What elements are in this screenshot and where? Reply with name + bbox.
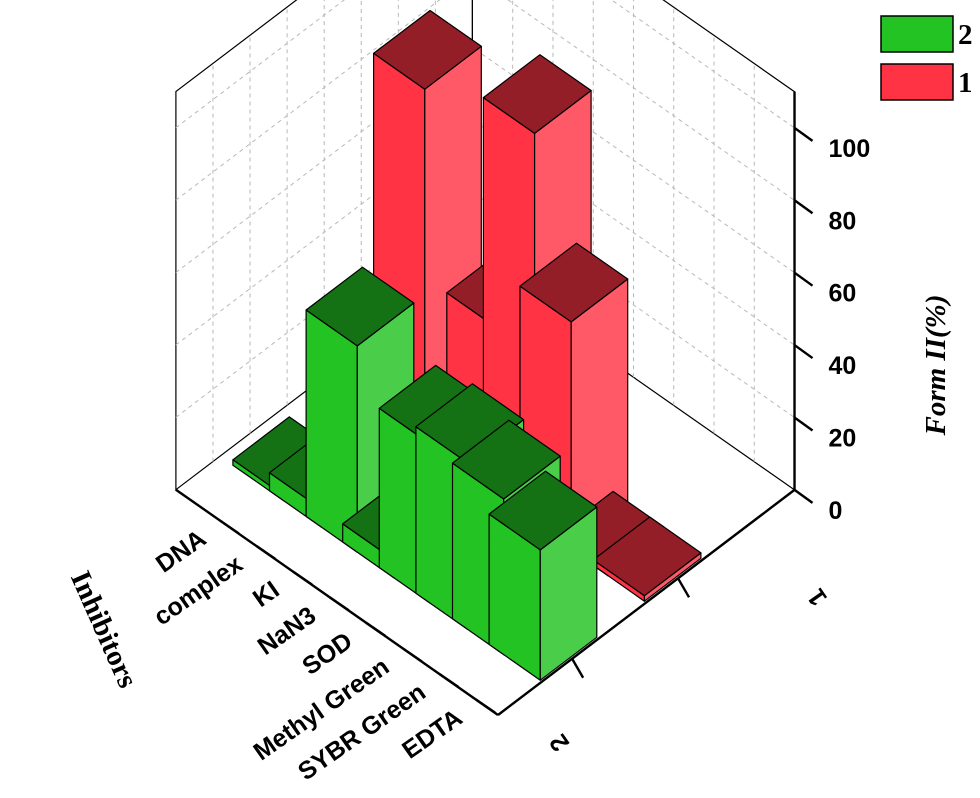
category-tick — [292, 570, 313, 586]
category-tick — [219, 519, 240, 535]
bar-face-top — [482, 54, 592, 134]
z-gridline — [175, 0, 795, 129]
z-tick-label: 20 — [829, 424, 857, 452]
depth-tick — [676, 577, 691, 598]
category-tick — [438, 673, 460, 689]
bar-face-top — [519, 242, 629, 323]
bar-2-0 — [488, 470, 598, 681]
category-tick — [255, 545, 277, 561]
depth-axis — [497, 488, 796, 716]
z-tick — [793, 199, 814, 215]
z-tick-label: 100 — [829, 135, 871, 163]
legend-label-2: 2 — [958, 19, 973, 51]
z-tick-label: 60 — [829, 280, 857, 308]
bar-1-0 — [592, 516, 702, 602]
category-tick — [402, 647, 423, 663]
legend-swatch-1 — [880, 63, 954, 101]
z-tick-label: 80 — [829, 207, 857, 235]
bar-face-top — [488, 470, 598, 551]
chart-legend: 21 — [880, 15, 973, 101]
bar-face-top — [373, 9, 482, 90]
depth-tick-label: 2 — [544, 729, 575, 756]
bar-face-top — [592, 516, 702, 597]
legend-swatch-2 — [880, 15, 954, 53]
z-tick — [793, 271, 814, 287]
z-tick — [793, 416, 814, 432]
category-tick — [475, 698, 496, 714]
chart-bars — [232, 9, 702, 681]
z-tick-label: 40 — [829, 352, 857, 380]
depth-tick-label: 1 — [802, 583, 833, 611]
depth-tick — [571, 658, 585, 679]
chart-axes — [175, 91, 814, 716]
z-gridline — [175, 46, 795, 274]
legend-label-1: 1 — [958, 67, 973, 99]
z-tick — [793, 126, 814, 142]
bar-face-top — [451, 419, 561, 500]
z-gridline — [175, 0, 795, 201]
category-tick-label: KI — [248, 576, 285, 613]
z-gridline — [175, 119, 795, 346]
z-tick — [793, 488, 814, 504]
z-gridline — [175, 191, 795, 418]
z-axis-title: Form II(%) — [920, 295, 952, 437]
bar-face-front — [305, 309, 358, 553]
x-axis-title: Inhibitors — [64, 566, 144, 692]
bar-face-top — [305, 266, 415, 347]
category-tick — [365, 621, 386, 637]
z-tick — [793, 344, 814, 360]
category-tick — [328, 596, 350, 612]
z-tick-label: 0 — [829, 497, 843, 525]
